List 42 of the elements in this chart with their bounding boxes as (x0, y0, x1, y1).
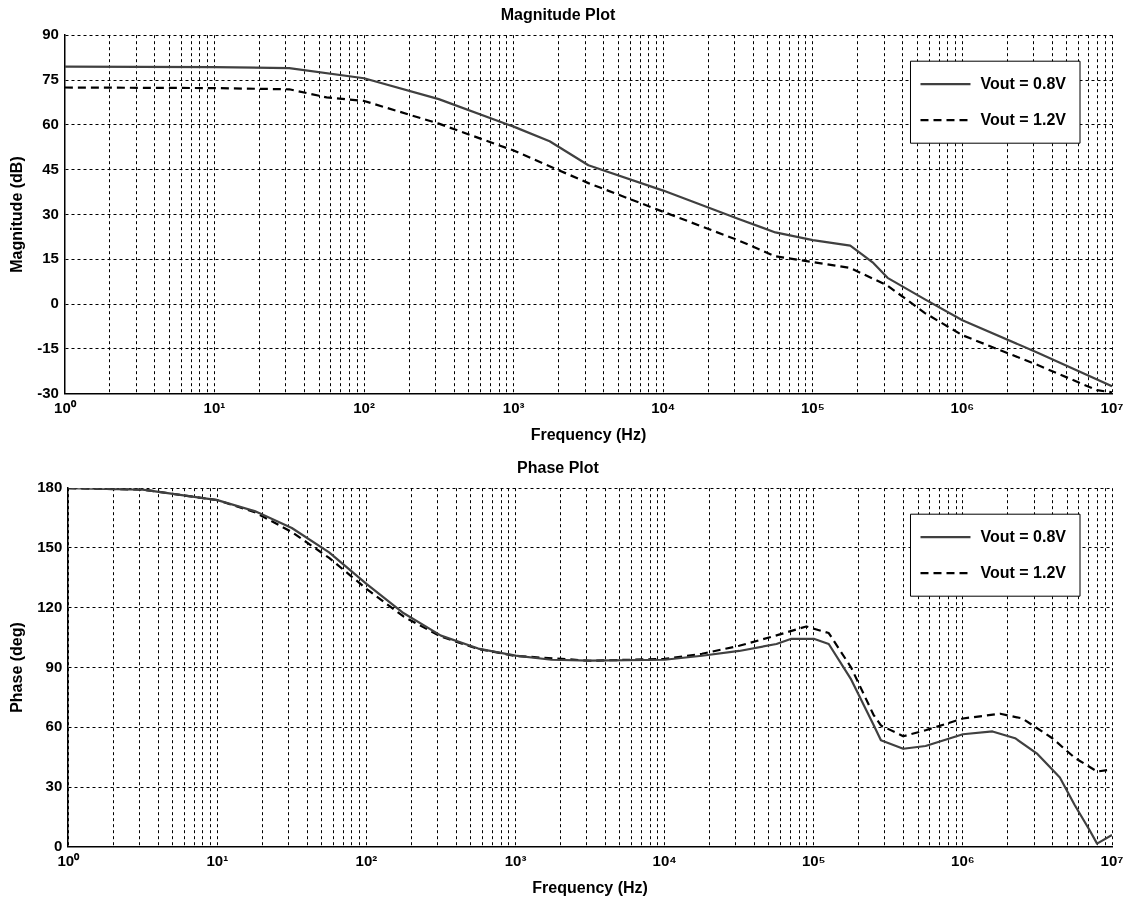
x-tick-label: 10⁵ (801, 851, 826, 869)
x-tick-label: 10⁷ (1100, 851, 1124, 869)
x-tick-label: 10¹ (203, 398, 226, 416)
y-tick-label: 150 (37, 538, 63, 556)
x-tick-label: 10⁴ (651, 398, 676, 416)
y-tick-label: 90 (42, 25, 59, 43)
x-tick-label: 10⁷ (1100, 398, 1124, 416)
chart-title: Magnitude Plot (500, 6, 616, 24)
x-tick-label: 10³ (502, 398, 525, 416)
y-tick-label: -30 (37, 383, 59, 401)
x-axis-title: Frequency (Hz) (532, 878, 648, 896)
x-tick-label: 10¹ (206, 851, 229, 869)
y-tick-label: 45 (42, 159, 59, 177)
legend-label: Vout = 1.2V (980, 563, 1067, 581)
legend-label: Vout = 1.2V (980, 110, 1067, 128)
chart-title: Phase Plot (517, 459, 600, 477)
y-tick-label: 75 (42, 70, 59, 88)
y-tick-label: 30 (42, 204, 59, 222)
y-axis-title: Magnitude (dB) (8, 156, 26, 273)
x-tick-label: 10² (355, 851, 378, 869)
x-tick-label: 10⁴ (652, 851, 677, 869)
legend-label: Vout = 0.8V (980, 74, 1067, 92)
y-tick-label: 0 (53, 836, 63, 854)
y-tick-label: 30 (45, 777, 63, 795)
x-tick-label: 10⁶ (950, 398, 975, 416)
y-tick-label: -15 (37, 339, 59, 357)
x-tick-label: 10⁵ (800, 398, 825, 416)
y-tick-label: 60 (45, 717, 63, 735)
x-tick-label: 10⁰ (54, 398, 77, 416)
x-tick-label: 10⁶ (951, 851, 975, 869)
y-tick-label: 180 (37, 478, 63, 496)
y-tick-label: 120 (37, 597, 63, 615)
x-tick-label: 10³ (504, 851, 527, 869)
y-tick-label: 90 (45, 657, 63, 675)
y-tick-label: 60 (42, 114, 59, 132)
x-tick-label: 10⁰ (57, 851, 81, 869)
y-axis-title: Phase (deg) (8, 622, 26, 713)
x-tick-label: 10² (353, 398, 375, 416)
legend-label: Vout = 0.8V (980, 527, 1067, 545)
x-axis-title: Frequency (Hz) (530, 425, 647, 443)
y-tick-label: 0 (50, 294, 59, 312)
y-tick-label: 15 (42, 249, 59, 267)
